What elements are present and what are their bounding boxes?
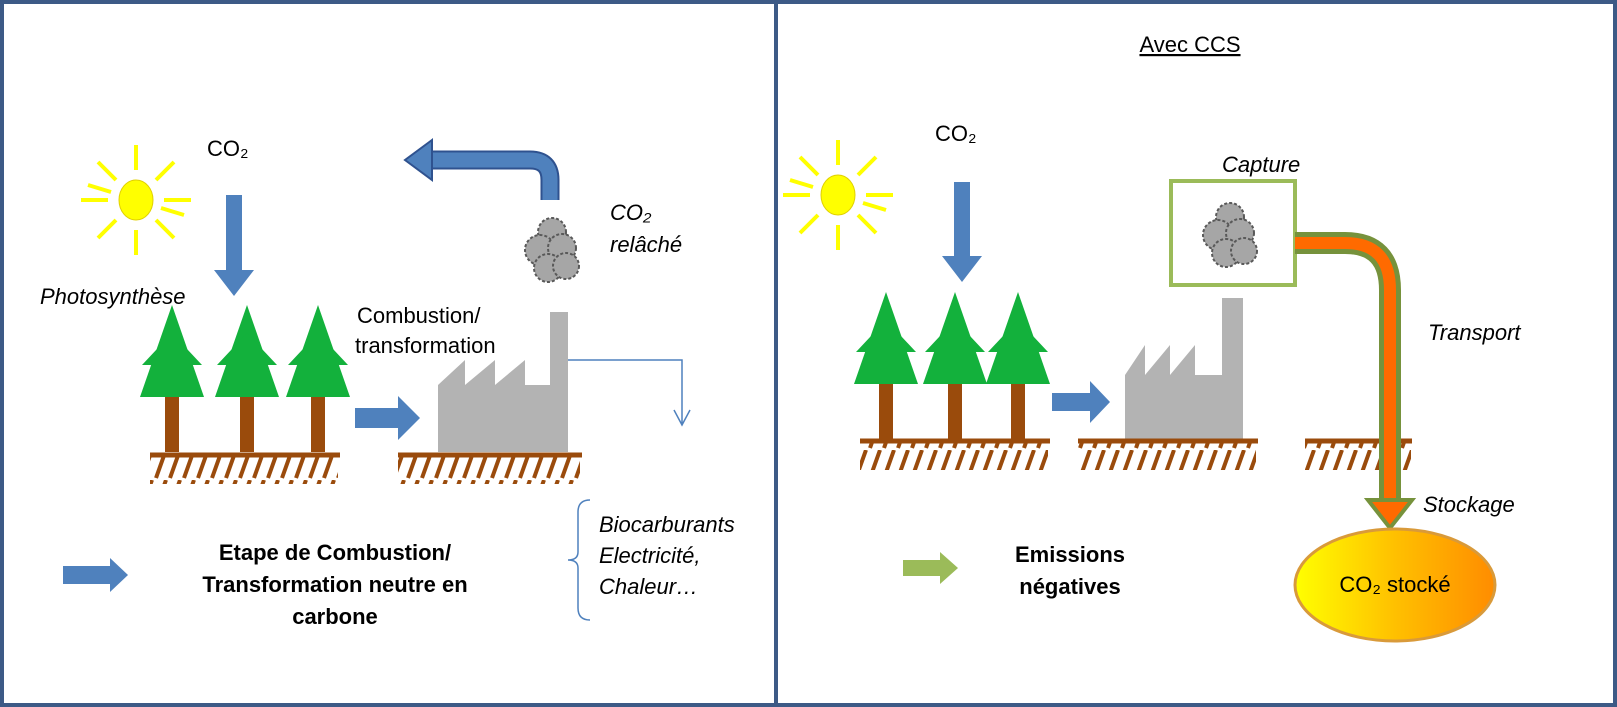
arrow (355, 396, 420, 440)
co2-label: CO₂ (207, 136, 249, 161)
legend-arrow (63, 558, 128, 592)
ground-hatch (398, 456, 580, 484)
text-line: Etape de Combustion/ (219, 540, 451, 565)
text-line: Chaleur… (599, 574, 698, 599)
stored-label: CO₂ stocké (1339, 572, 1450, 597)
ground-hatch (150, 456, 338, 484)
text-line: Emissions (1015, 542, 1125, 567)
left-panel: CO₂ Photosynthèse Combustion/transformat… (40, 136, 735, 629)
bent-arrow (430, 152, 558, 200)
transport-label: Transport (1428, 320, 1521, 345)
text-line: relâché (610, 232, 682, 257)
text-line: transformation (355, 333, 496, 358)
arrow (1052, 381, 1110, 423)
pipe (1295, 237, 1396, 502)
text-line: négatives (1019, 574, 1121, 599)
factory (1125, 298, 1243, 440)
brace (567, 499, 591, 621)
text-line: Electricité, (599, 543, 700, 568)
pipe-head (1363, 498, 1417, 532)
text-line: Transformation neutre en (202, 572, 467, 597)
arrow (942, 182, 982, 282)
tree (286, 305, 350, 452)
text-line: CO₂ (610, 200, 652, 225)
co2-released-label: CO₂ relâché (610, 200, 682, 257)
products-label: Biocarburants Electricité, Chaleur… (599, 512, 735, 599)
panel-title: Avec CCS (1139, 32, 1240, 57)
arrow-head (403, 138, 433, 182)
legend-label: Emissions négatives (1015, 542, 1125, 599)
legend-arrow (903, 552, 958, 584)
factory (438, 312, 568, 452)
text-line: Biocarburants (599, 512, 735, 537)
combustion-label: Combustion/transformation (355, 303, 496, 358)
ground-hatch (1078, 442, 1256, 470)
storage-reservoir (1293, 527, 1497, 643)
tree (140, 305, 204, 452)
capture-label: Capture (1222, 152, 1300, 177)
sun (79, 143, 193, 257)
legend-label: Etape de Combustion/Transformation neutr… (202, 540, 467, 629)
cloud (524, 217, 580, 283)
tree (854, 292, 918, 439)
thin-arrow (568, 359, 691, 427)
tree (923, 292, 987, 439)
cloud (1202, 202, 1258, 268)
text-line: carbone (292, 604, 378, 629)
storage-label: Stockage (1423, 492, 1515, 517)
tree (215, 305, 279, 452)
sun (781, 138, 895, 252)
tree (986, 292, 1050, 439)
photosynthesis-label: Photosynthèse (40, 284, 186, 309)
text-line: Combustion/ (357, 303, 481, 328)
ground-hatch (860, 442, 1048, 470)
co2-label: CO₂ (935, 121, 977, 146)
arrow (214, 195, 254, 296)
right-panel: Avec CCS CO₂ Capture Transport Stockage … (781, 32, 1521, 643)
